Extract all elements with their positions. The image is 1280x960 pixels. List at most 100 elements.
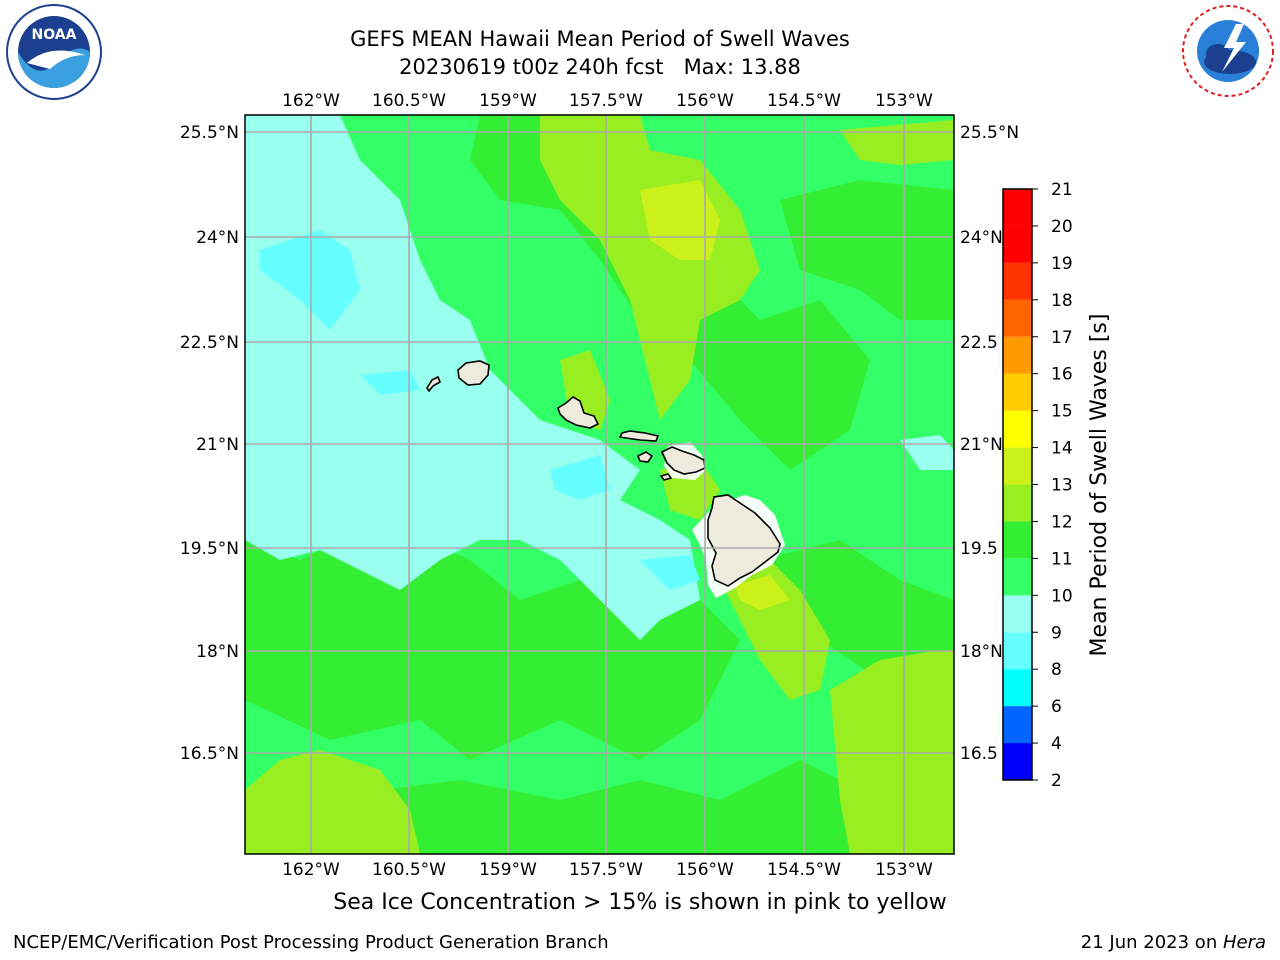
island-niihau (426, 375, 442, 393)
lon-labels-top: 162°W 160.5°W 159°W 157.5°W 156°W 154.5°W 153°… (282, 91, 933, 111)
colorbar-band (1003, 262, 1032, 300)
lat-label-right: 22.5 (960, 333, 998, 353)
lon-label-bottom: 156°W (676, 860, 734, 880)
island-kauai (457, 360, 490, 386)
lat-label-left: 21°N (196, 435, 239, 455)
field-band-8-9 (260, 230, 360, 330)
lon-labels-bottom: 162°W 160.5°W 159°W 157.5°W 156°W 154.5°W 153°… (282, 860, 933, 880)
colorbar-band (1003, 521, 1032, 559)
lon-label-bottom: 159°W (479, 860, 537, 880)
colorbar-tick-label: 6 (1051, 697, 1062, 717)
colorbar-band (1003, 632, 1032, 670)
map-title-line-1: GEFS MEAN Hawaii Mean Period of Swell Wa… (350, 27, 850, 51)
colorbar-band (1003, 484, 1032, 522)
lon-label-bottom: 153°W (875, 860, 933, 880)
colorbar-band (1003, 706, 1032, 744)
lon-label-bottom: 162°W (282, 860, 340, 880)
field-band-8-9-south (640, 555, 700, 590)
colorbar-tick-label: 4 (1051, 734, 1062, 754)
lon-label-top: 153°W (875, 91, 933, 111)
colorbar-band (1003, 336, 1032, 374)
lon-label-bottom: 157.5°W (569, 860, 643, 880)
lat-label-left: 19.5°N (180, 539, 239, 559)
colorbar-tick-label: 15 (1051, 402, 1073, 422)
island-lanai (636, 451, 654, 463)
colorbar-tick-label: 20 (1051, 217, 1073, 237)
island-oahu (557, 396, 600, 429)
footer-date: 21 Jun 2023 on Hera (1081, 932, 1266, 953)
field-band-11-12-south (380, 760, 954, 854)
colorbar-band (1003, 410, 1032, 448)
noaa-logo-icon: NOAA (6, 4, 102, 100)
sea-ice-note: Sea Ice Concentration > 15% is shown in … (0, 890, 1280, 915)
colorbar-tick-label: 12 (1051, 512, 1073, 532)
colorbar-tick-label: 19 (1051, 254, 1073, 274)
lat-labels-right: 25.5°N 24°N 22.5 21°N 19.5 18°N 16.5 (960, 123, 1019, 764)
lon-label-top: 154.5°W (767, 91, 841, 111)
field-band-8-9-channel (360, 370, 420, 395)
colorbar-tick-label: 14 (1051, 439, 1073, 459)
colorbar-band (1003, 595, 1032, 633)
colorbar-tick-label: 11 (1051, 549, 1073, 569)
lat-label-right: 19.5 (960, 539, 998, 559)
lon-label-top: 156°W (676, 91, 734, 111)
lat-label-left: 24°N (196, 228, 239, 248)
colorbar-tick-label: 16 (1051, 365, 1073, 385)
lat-label-right: 16.5 (960, 744, 998, 764)
colorbar: 2 4 6 8 9 10 11 12 13 14 15 16 17 18 19 20 21 (1002, 180, 1073, 791)
colorbar-tick-label: 13 (1051, 476, 1073, 496)
colorbar-band (1003, 189, 1032, 226)
colorbar-band (1003, 299, 1032, 337)
colorbar-band (1003, 373, 1032, 411)
nws-logo-icon (1182, 5, 1274, 97)
lat-label-right: 24°N (960, 228, 1003, 248)
graticule (245, 115, 954, 854)
colorbar-tick-label: 18 (1051, 291, 1073, 311)
island-molokai (618, 430, 660, 442)
lat-labels-left: 25.5°N 24°N 22.5°N 21°N 19.5°N 18°N 16.5°N (180, 123, 239, 764)
swell-period-field (245, 115, 954, 854)
lat-label-left: 18°N (196, 642, 239, 662)
noaa-logo-text: NOAA (32, 27, 77, 43)
lat-label-right: 25.5°N (960, 123, 1019, 143)
sea-ice-note-text: Sea Ice Concentration > 15% is shown in … (333, 890, 947, 915)
field-band-8-9-central (550, 455, 610, 500)
colorbar-tick-label: 9 (1051, 623, 1062, 643)
lat-label-right: 18°N (960, 642, 1003, 662)
map-title-line-2: 20230619 t00z 240h fcst Max: 13.88 (399, 55, 801, 79)
hawaii-outline-redraw (707, 494, 781, 587)
colorbar-tick-label: 8 (1051, 660, 1062, 680)
colorbar-band (1003, 447, 1032, 485)
colorbar-band (1003, 669, 1032, 707)
colorbar-label: Mean Period of Swell Waves [s] (1087, 314, 1112, 657)
field-band-11-12-east (780, 180, 954, 320)
lon-label-top: 157.5°W (569, 91, 643, 111)
island-kahoolawe (659, 473, 673, 481)
lon-label-bottom: 154.5°W (767, 860, 841, 880)
lat-label-left: 22.5°N (180, 333, 239, 353)
field-band-12-13-se (830, 650, 954, 854)
colorbar-tick-label: 2 (1051, 771, 1062, 791)
footer-credit: NCEP/EMC/Verification Post Processing Pr… (13, 932, 609, 953)
footer-date-text: 21 Jun 2023 on (1080, 932, 1223, 953)
lon-label-top: 160.5°W (372, 91, 446, 111)
colorbar-tick-label: 17 (1051, 328, 1073, 348)
field-band-11-12-west (245, 520, 740, 760)
lat-label-right: 21°N (960, 435, 1003, 455)
colorbar-tick-label: 21 (1051, 180, 1073, 200)
lat-label-left: 25.5°N (180, 123, 239, 143)
colorbar-band (1003, 225, 1032, 263)
lon-label-bottom: 160.5°W (372, 860, 446, 880)
lon-label-top: 162°W (282, 91, 340, 111)
lon-label-top: 159°W (479, 91, 537, 111)
field-band-13-14-north (640, 180, 720, 260)
field-band-12-13-sw (245, 750, 420, 854)
lat-label-left: 16.5°N (180, 744, 239, 764)
colorbar-band (1003, 558, 1032, 596)
field-band-13-14-south (735, 575, 790, 610)
colorbar-band (1003, 743, 1032, 780)
map-frame (244, 114, 955, 855)
colorbar-tick-label: 10 (1051, 586, 1073, 606)
footer-host: Hera (1222, 932, 1266, 953)
